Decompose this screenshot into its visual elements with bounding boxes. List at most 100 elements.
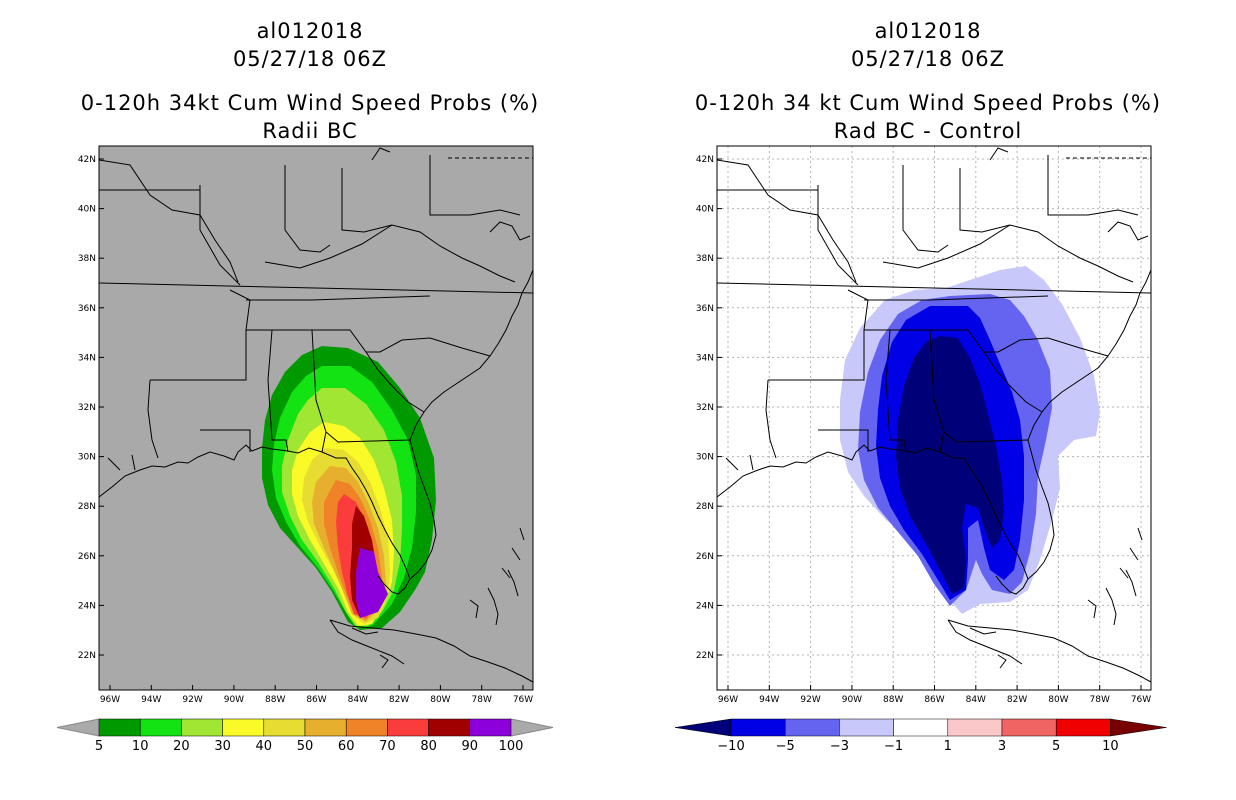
colorbar-swatch xyxy=(263,718,306,737)
lon-tick-label: 76W xyxy=(513,695,533,705)
colorbar-label: 60 xyxy=(338,739,355,754)
colorbar-swatch xyxy=(893,718,949,737)
colorbar-end-right xyxy=(510,718,554,737)
colorbar-label: 100 xyxy=(499,739,524,754)
right-longitude-ticks: 96W 94W 92W 90W 88W 86W 84W 82W 80W 78W 76W xyxy=(718,685,1151,705)
colorbar-label: 90 xyxy=(462,739,479,754)
colorbar-label: 30 xyxy=(214,739,231,754)
colorbar-swatch xyxy=(1055,718,1111,737)
colorbar-swatch xyxy=(730,718,786,737)
colorbar-swatch xyxy=(139,718,182,737)
lon-tick-label: 84W xyxy=(966,695,986,705)
right-difference-contours xyxy=(717,146,1151,690)
lon-tick-label: 90W xyxy=(224,695,244,705)
colorbar-label: 70 xyxy=(379,739,396,754)
lat-tick-label: 22N xyxy=(696,651,714,661)
lon-tick-label: 86W xyxy=(306,695,326,705)
right-latitude-ticks: 42N 40N 38N 36N 34N 32N 30N 28N 26N 24N 22N xyxy=(696,155,722,661)
colorbar-label: 80 xyxy=(420,739,437,754)
lat-tick-label: 32N xyxy=(78,403,96,413)
left-longitude-ticks: 96W 94W 92W 90W 88W 86W 84W 82W 80W 78W 76W xyxy=(100,685,533,705)
lat-tick-label: 36N xyxy=(78,304,96,314)
colorbar-swatch xyxy=(1001,718,1057,737)
colorbar-label: 1 xyxy=(944,739,952,754)
colorbar-swatch xyxy=(428,718,471,737)
lat-tick-label: 22N xyxy=(78,651,96,661)
colorbar-label: −3 xyxy=(830,739,849,754)
lon-tick-label: 88W xyxy=(265,695,285,705)
lon-tick-label: 84W xyxy=(348,695,368,705)
lat-tick-label: 40N xyxy=(696,205,714,215)
lat-tick-label: 26N xyxy=(696,552,714,562)
lon-tick-label: 86W xyxy=(924,695,944,705)
colorbar-label: 10 xyxy=(1102,739,1119,754)
right-datetime: 05/27/18 06Z xyxy=(850,47,1006,71)
right-colorbar: −10 −5 −3 −1 1 3 5 10 xyxy=(674,718,1167,754)
colorbar-swatch xyxy=(222,718,265,737)
lat-tick-label: 24N xyxy=(78,601,96,611)
lon-tick-label: 82W xyxy=(1007,695,1027,705)
lat-tick-label: 34N xyxy=(696,353,714,363)
lon-tick-label: 78W xyxy=(1090,695,1110,705)
lon-tick-label: 96W xyxy=(718,695,738,705)
lat-tick-label: 40N xyxy=(78,205,96,215)
colorbar-label: 3 xyxy=(998,739,1006,754)
left-subtitle: Radii BC xyxy=(262,119,358,143)
colorbar-label: 5 xyxy=(1052,739,1060,754)
lon-tick-label: 94W xyxy=(141,695,161,705)
lat-tick-label: 38N xyxy=(696,254,714,264)
contour-minus-10 xyxy=(896,336,1004,594)
lat-tick-label: 30N xyxy=(696,453,714,463)
colorbar-swatch xyxy=(345,718,388,737)
lon-tick-label: 78W xyxy=(472,695,492,705)
colorbar-label: 50 xyxy=(297,739,314,754)
right-subtitle: Rad BC - Control xyxy=(833,119,1023,143)
right-storm-id: al012018 xyxy=(874,19,982,43)
lon-tick-label: 88W xyxy=(883,695,903,705)
lon-tick-label: 90W xyxy=(842,695,862,705)
lat-tick-label: 28N xyxy=(696,502,714,512)
left-latitude-ticks: 42N 40N 38N 36N 34N 32N 30N 28N 26N 24N 22N xyxy=(78,155,104,661)
colorbar-label: 10 xyxy=(132,739,149,754)
colorbar-label: 5 xyxy=(95,739,103,754)
left-map-panel: 42N 40N 38N 36N 34N 32N 30N 28N 26N 24N 22N 96W 94W… xyxy=(78,145,534,705)
left-storm-id: al012018 xyxy=(256,19,364,43)
lat-tick-label: 34N xyxy=(78,353,96,363)
lat-tick-label: 28N xyxy=(78,502,96,512)
colorbar-swatch xyxy=(784,718,840,737)
colorbar-label: 20 xyxy=(173,739,190,754)
lat-tick-label: 42N xyxy=(696,155,714,165)
lat-tick-label: 32N xyxy=(696,403,714,413)
left-title: 0-120h 34kt Cum Wind Speed Probs (%) xyxy=(80,91,540,115)
lon-tick-label: 94W xyxy=(759,695,779,705)
colorbar-label: −5 xyxy=(776,739,795,754)
lon-tick-label: 92W xyxy=(800,695,820,705)
lon-tick-label: 80W xyxy=(1048,695,1068,705)
colorbar-label: −10 xyxy=(717,739,744,754)
colorbar-swatch xyxy=(839,718,894,737)
lon-tick-label: 80W xyxy=(430,695,450,705)
lon-tick-label: 96W xyxy=(100,695,120,705)
lat-tick-label: 30N xyxy=(78,453,96,463)
left-probability-contours xyxy=(99,147,533,683)
colorbar-swatch xyxy=(947,718,1003,737)
left-colorbar: 5 10 20 30 40 50 60 70 80 90 100 xyxy=(56,718,554,754)
colorbar-swatch xyxy=(469,718,512,737)
colorbar-end-left xyxy=(674,718,732,737)
contour-90 xyxy=(356,548,388,618)
colorbar-label: 40 xyxy=(256,739,273,754)
lat-tick-label: 24N xyxy=(696,601,714,611)
lon-tick-label: 76W xyxy=(1131,695,1151,705)
lat-tick-label: 26N xyxy=(78,552,96,562)
colorbar-swatch xyxy=(387,718,429,737)
lat-tick-label: 42N xyxy=(78,155,96,165)
right-title: 0-120h 34 kt Cum Wind Speed Probs (%) xyxy=(694,91,1162,115)
colorbar-label: −1 xyxy=(884,739,903,754)
colorbar-swatch xyxy=(181,718,223,737)
colorbar-swatch xyxy=(98,718,141,737)
lat-tick-label: 38N xyxy=(78,254,96,264)
colorbar-swatch xyxy=(304,718,347,737)
right-map-panel: 42N 40N 38N 36N 34N 32N 30N 28N 26N 24N 22N 96W 94W… xyxy=(696,145,1152,705)
colorbar-end-right xyxy=(1110,718,1167,737)
